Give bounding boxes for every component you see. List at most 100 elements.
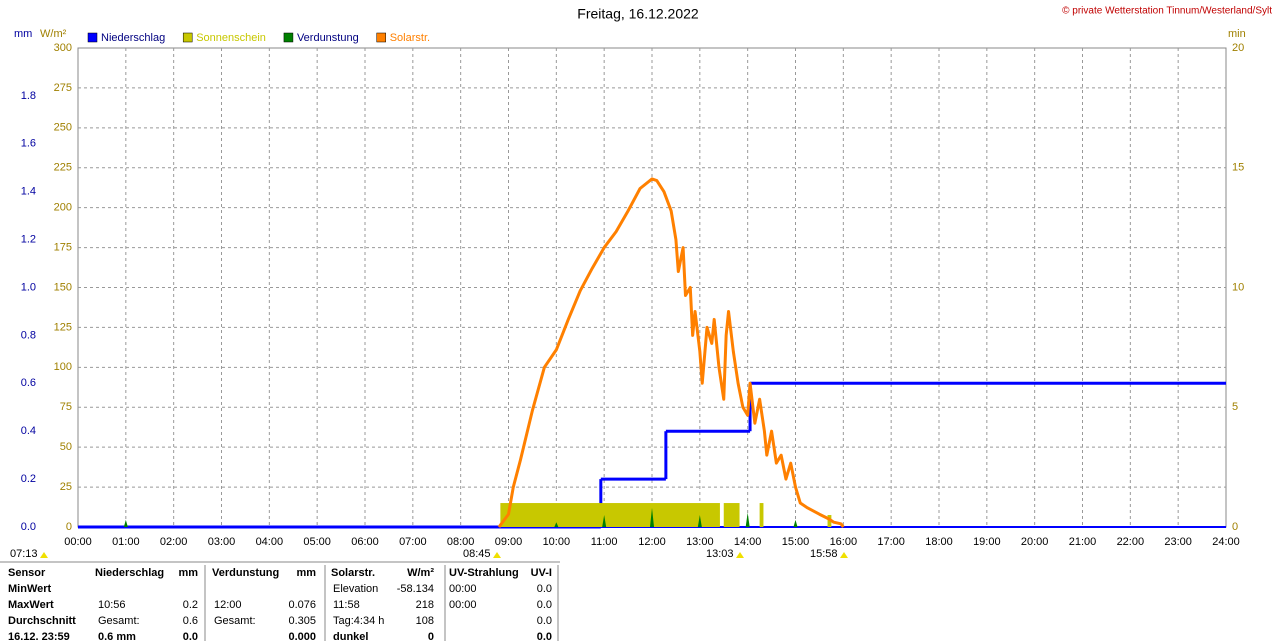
y3-tick-label: 5 [1232,401,1238,413]
sunshine-bar [759,503,764,527]
y2-tick-label: 1.8 [21,90,36,102]
y2-tick-label: 1.6 [21,138,36,150]
legend-label: Sonnenschein [196,32,266,44]
y3-tick-label: 20 [1232,42,1244,54]
y2-tick-label: 1.2 [21,234,36,246]
table-cell: 12:00 [214,599,242,611]
table-row-label: 16.12. 23:59 [8,631,70,641]
y-tick-label: 125 [54,321,72,333]
x-tick-label: 06:00 [351,536,379,548]
y-tick-label: 75 [60,401,72,413]
y2-tick-label: 0.4 [21,425,36,437]
y-tick-label: 175 [54,241,72,253]
x-tick-label: 11:00 [591,536,618,548]
x-tick-label: 22:00 [1117,536,1145,548]
table-cell: 11:58 [333,599,360,611]
x-tick-label: 14:00 [734,536,762,548]
x-tick-label: 05:00 [303,536,331,548]
legend-label: Solarstr. [390,32,430,44]
x-tick-label: 12:00 [638,536,666,548]
table-header: UV-Strahlung [449,567,519,579]
table-header: Niederschlag [95,567,164,579]
y2-tick-label: 0.6 [21,377,36,389]
y2-tick-label: 1.4 [21,186,36,198]
legend-swatch [376,32,386,43]
evaporation-spike [554,522,559,527]
sun-time: 08:45 [463,548,491,560]
evaporation-spike [793,519,798,527]
table-cell: 0 [428,631,434,641]
table-header: UV-I [531,567,552,579]
credit: © private Wetterstation Tinnum/Westerlan… [1062,6,1272,17]
x-tick-label: 20:00 [1021,536,1049,548]
table-cell: 0.305 [288,615,316,627]
table-cell: 0.0 [537,599,552,611]
y2-tick-label: 1.0 [21,281,36,293]
solar-line [497,177,845,528]
sun-time: 07:13 [10,548,38,560]
y-tick-label: 275 [54,82,72,94]
table-cell: 0.0 [537,615,552,627]
x-tick-label: 04:00 [256,536,284,548]
table-cell: 0.000 [288,631,316,641]
y3-tick-label: 15 [1232,162,1244,174]
evaporation-spike [650,507,654,527]
legend-swatch [182,32,193,43]
x-tick-label: 19:00 [973,536,1001,548]
table-cell: 0.0 [537,631,552,641]
y-tick-label: 250 [54,122,72,134]
table-header: Verdunstung [212,567,279,579]
x-tick-label: 23:00 [1164,536,1192,548]
sun-marker [40,552,48,558]
sunshine-bar [723,503,740,527]
y-tick-label: 0 [66,521,72,533]
table-cell: Elevation [333,583,378,595]
y2-unit: mm [14,28,32,40]
table-cell: dunkel [333,631,368,641]
table-cell: 0.0 [183,631,198,641]
table-cell: 218 [416,599,434,611]
x-tick-label: 02:00 [160,536,188,548]
sunshine-bar [500,503,720,527]
x-tick-label: 03:00 [208,536,236,548]
sun-marker [493,552,501,558]
y-tick-label: 300 [54,42,72,54]
table-row-label: MinWert [8,583,52,595]
table-cell: Gesamt: [214,615,256,627]
y-tick-label: 50 [60,441,72,453]
x-tick-label: 21:00 [1069,536,1097,548]
evaporation-spike [602,515,607,527]
table-cell: 0.076 [288,599,316,611]
evaporation-spike [697,515,702,527]
legend-label: Niederschlag [101,32,165,44]
plot-frame [77,47,1227,528]
y-tick-label: 100 [54,361,72,373]
y2-tick-label: 0.2 [21,473,36,485]
y2-tick-label: 0.8 [21,329,36,341]
table-cell: Gesamt: [98,615,140,627]
sun-time: 15:58 [810,548,838,560]
x-tick-label: 13:00 [686,536,714,548]
y3-tick-label: 0 [1232,521,1238,533]
x-tick-label: 17:00 [877,536,905,548]
table-header: mm [296,567,316,579]
y3-unit: min [1228,28,1246,40]
x-tick-label: 00:00 [64,536,92,548]
table-header: Sensor [8,567,46,579]
x-tick-label: 16:00 [830,536,858,548]
x-tick-label: 09:00 [495,536,523,548]
table-cell: 0.6 [183,615,198,627]
table-cell: 10:56 [98,599,126,611]
sun-marker [840,552,848,558]
legend-swatch [87,32,98,43]
table-header: mm [178,567,198,579]
x-tick-label: 18:00 [925,536,953,548]
x-tick-label: 15:00 [782,536,810,548]
table-cell: 108 [416,615,434,627]
y-tick-label: 150 [54,281,72,293]
evaporation-spike [123,519,128,527]
x-tick-label: 01:00 [112,536,140,548]
table-header: Solarstr. [331,567,375,579]
table-cell: Tag:4:34 h [333,615,384,627]
